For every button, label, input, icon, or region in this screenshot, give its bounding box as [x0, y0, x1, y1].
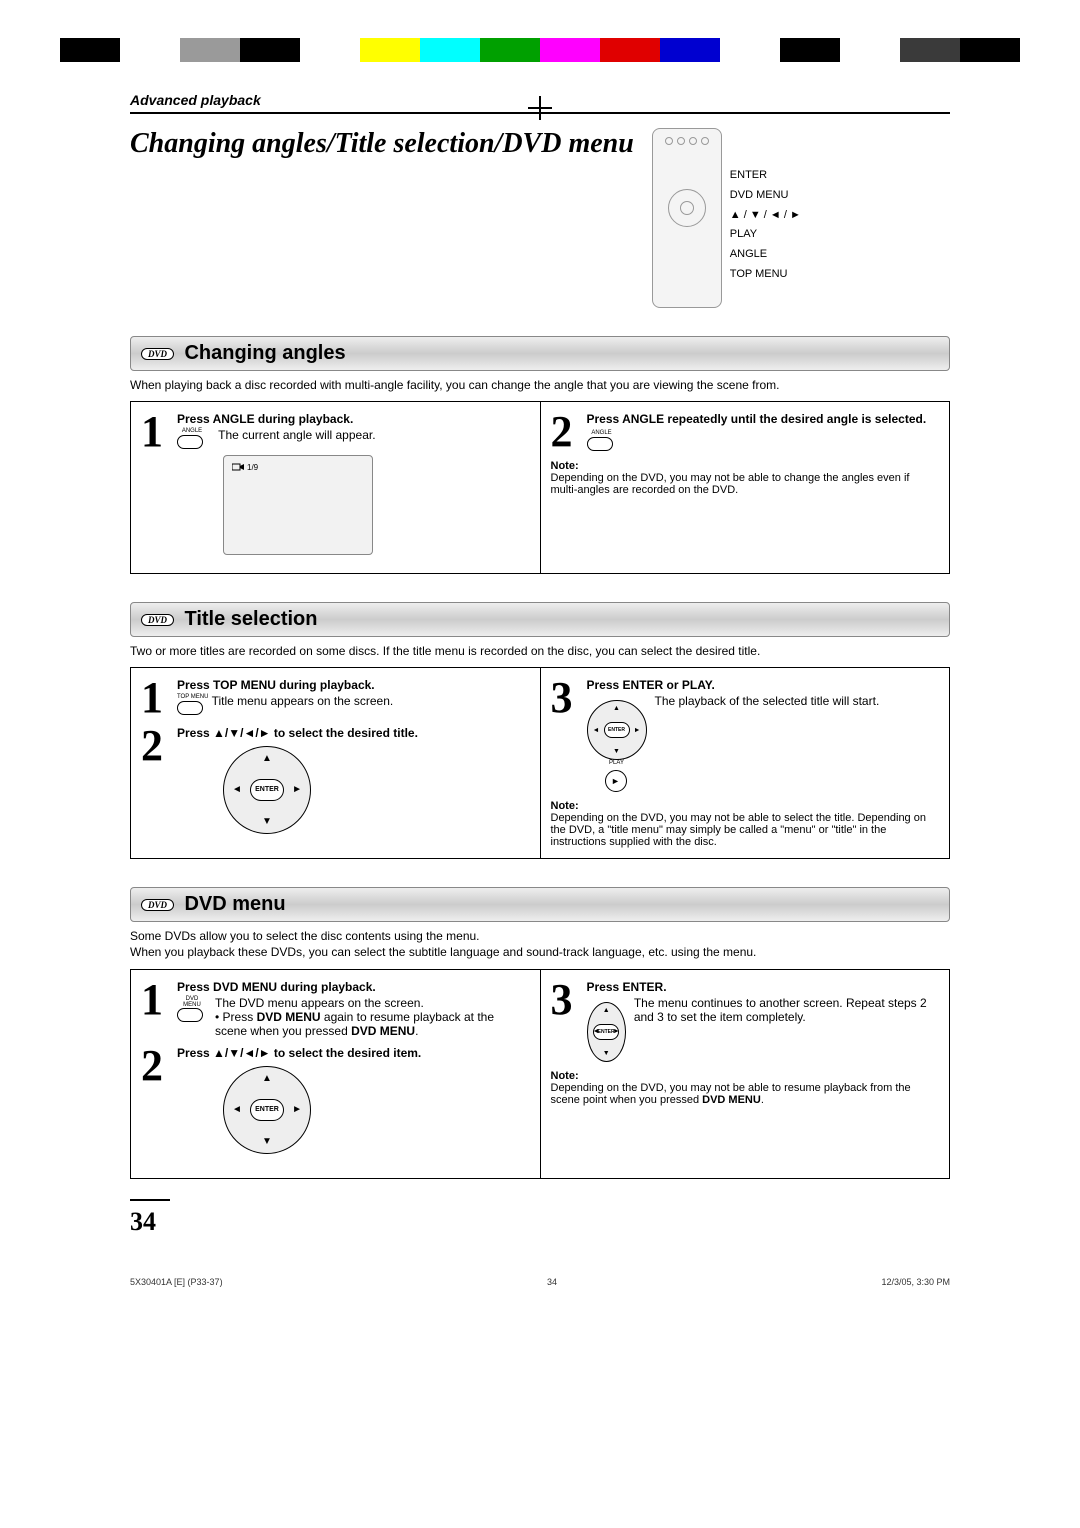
- page-title: Changing angles/Title selection/DVD menu: [130, 128, 634, 160]
- camera-icon: [232, 462, 244, 472]
- dvd-badge: DVD: [141, 614, 174, 626]
- dpad-illustration: ▲▼ ◄► ENTER: [587, 700, 647, 760]
- tv-screen-illustration: 1/9: [223, 455, 373, 555]
- intro-changing-angles: When playing back a disc recorded with m…: [130, 377, 950, 393]
- angle-button-icon: [177, 435, 203, 449]
- dvd-badge: DVD: [141, 348, 174, 360]
- note-changing-angles: Note: Depending on the DVD, you may not …: [551, 460, 936, 496]
- remote-illustration: [652, 128, 722, 308]
- running-header: Advanced playback: [130, 92, 950, 114]
- note-title-selection: Note: Depending on the DVD, you may not …: [551, 800, 936, 848]
- page-number: 34: [130, 1199, 170, 1237]
- section-heading-dvd-menu: DVD DVD menu: [130, 887, 950, 922]
- dpad-illustration: ▲▼ ◄► ENTER: [223, 1066, 311, 1154]
- printer-color-bar: [60, 38, 1020, 62]
- dpad-illustration: ▲▼ ◄► ENTER: [587, 1002, 626, 1062]
- steps-changing-angles: 1 Press ANGLE during playback. ANGLE The…: [130, 401, 950, 574]
- note-dvd-menu: Note: Depending on the DVD, you may not …: [551, 1070, 936, 1106]
- topmenu-button-icon: [177, 701, 203, 715]
- print-footer: 5X30401A [E] (P33-37) 34 12/3/05, 3:30 P…: [0, 1277, 1080, 1307]
- step-number: 1: [141, 412, 169, 555]
- steps-dvd-menu: 1 Press DVD MENU during playback. DVD ME…: [130, 969, 950, 1179]
- section-heading-title-selection: DVD Title selection: [130, 602, 950, 637]
- dpad-illustration: ▲▼ ◄► ENTER: [223, 746, 311, 834]
- section-heading-changing-angles: DVD Changing angles: [130, 336, 950, 371]
- intro-dvd-menu: Some DVDs allow you to select the disc c…: [130, 928, 950, 960]
- dvdmenu-button-icon: [177, 1008, 203, 1022]
- dvd-badge: DVD: [141, 899, 174, 911]
- play-button-icon: ►: [605, 770, 627, 792]
- intro-title-selection: Two or more titles are recorded on some …: [130, 643, 950, 659]
- remote-button-labels: ENTER DVD MENU ▲ / ▼ / ◄ / ► PLAY ANGLE …: [730, 166, 801, 285]
- steps-title-selection: 1 Press TOP MENU during playback. TOP ME…: [130, 667, 950, 859]
- step-number: 2: [551, 412, 579, 452]
- angle-button-icon: [587, 437, 613, 451]
